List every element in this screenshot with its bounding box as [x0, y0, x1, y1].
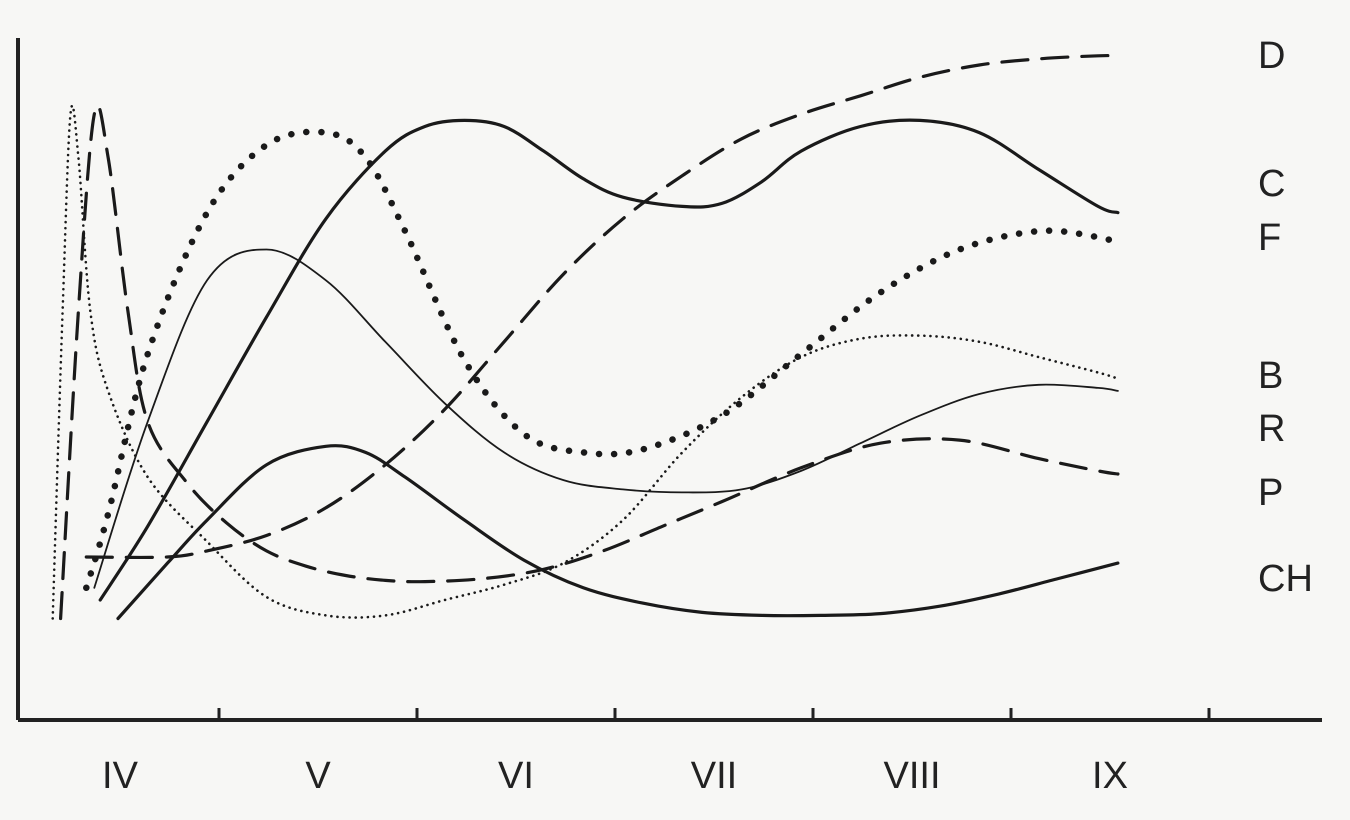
x-tick-label: VIII	[883, 755, 940, 797]
series-line-p	[59, 104, 1120, 621]
series-line-b	[51, 104, 1120, 620]
series-line-ch	[116, 444, 1120, 621]
x-tick-label: VI	[498, 755, 534, 797]
series-line-c	[98, 118, 1120, 602]
series-line-d	[84, 53, 1120, 560]
series-label-c: C	[1258, 163, 1285, 205]
series-label-b: B	[1258, 355, 1283, 397]
x-tick-label: V	[305, 755, 331, 797]
series-label-p: P	[1258, 472, 1283, 514]
series-label-ch: CH	[1258, 558, 1313, 600]
x-tick-label: VII	[691, 755, 737, 797]
series-labels: D CF BRP CH	[1258, 35, 1313, 600]
series-label-d: D	[1258, 35, 1285, 77]
x-tick-labels: IV V VI VII VIII IX	[102, 755, 1128, 797]
series-label-r: R	[1258, 408, 1285, 450]
series-line-r	[93, 248, 1119, 589]
series-label-f: F	[1258, 217, 1281, 259]
x-tick-label: IX	[1092, 755, 1128, 797]
series-layer	[51, 53, 1122, 621]
series-line-f	[83, 128, 1122, 592]
x-ticks	[217, 708, 1211, 722]
x-tick-label: IV	[102, 755, 139, 797]
